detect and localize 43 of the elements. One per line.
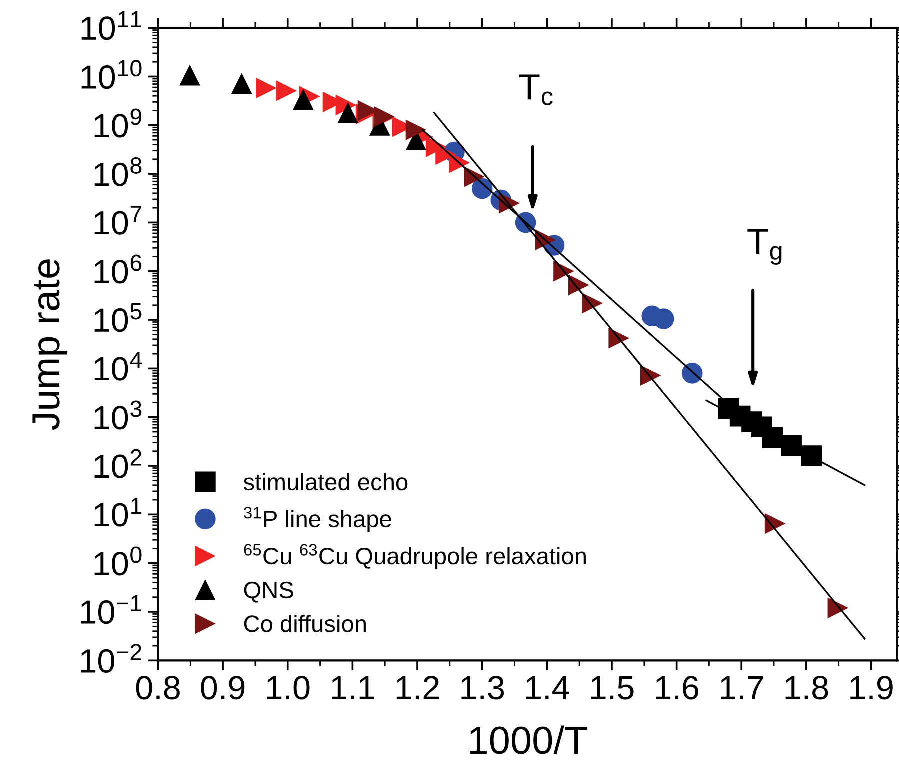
y-tick-label: 10$^{2}$	[94, 449, 142, 478]
x-tick-label: 1.9	[850, 676, 893, 700]
x-tick-label: 1.1	[332, 676, 374, 700]
legend-label: $^{65}$Cu $^{63}$Cu Quadrupole relaxation	[244, 544, 586, 570]
legend-label: QNS	[244, 582, 294, 603]
x-tick-label: 0.8	[136, 676, 180, 700]
x-tick-label: 1.6	[656, 676, 699, 700]
y-tick-label: 10$^{10}$	[82, 60, 142, 90]
x-tick-label: 1.7	[721, 676, 764, 700]
point	[180, 64, 200, 86]
point	[338, 102, 359, 124]
annotation: T$_{c}$	[519, 74, 553, 106]
legend-label: stimulated echo	[244, 473, 408, 491]
y-tick-label: 10$^{0}$	[94, 546, 142, 576]
legend-label: $^{31}$P line shape	[244, 507, 392, 532]
y-tick-label: 10$^{5}$	[94, 303, 142, 332]
point	[293, 89, 314, 110]
x-axis-title: 1000/T	[470, 726, 588, 754]
y-tick-label: 10$^{11}$	[82, 11, 142, 40]
point	[276, 80, 297, 102]
x-tick-label: 1.0	[267, 676, 310, 700]
y-axis-title: Jump rate	[32, 260, 68, 430]
y-tick-label: 10$^{6}$	[94, 254, 142, 284]
x-tick-label: 0.9	[201, 676, 245, 700]
point	[406, 120, 427, 141]
x-tick-label: 1.3	[462, 676, 504, 700]
x-tick-label: 1.8	[786, 676, 828, 700]
y-tick-label: 10$^{3}$	[94, 400, 142, 430]
y-tick-label: 10$^{8}$	[94, 157, 142, 186]
point	[256, 78, 277, 99]
x-tick-label: 1.5	[591, 676, 634, 700]
annotation: T$_{g}$	[748, 229, 782, 265]
y-tick-label: 10$^{4}$	[94, 352, 142, 381]
point	[231, 73, 252, 94]
x-tick-label: 1.4	[526, 676, 570, 700]
x-tick-label: 1.2	[396, 676, 440, 700]
legend-label: Co diffusion	[244, 615, 366, 632]
y-tick-label: 10$^{−1}$	[81, 595, 142, 624]
y-tick-label: 10$^{7}$	[94, 206, 142, 235]
y-tick-label: 10$^{1}$	[94, 498, 142, 527]
y-tick-label: 10$^{−2}$	[81, 644, 142, 674]
y-tick-label: 10$^{9}$	[94, 108, 142, 138]
point	[801, 446, 822, 467]
